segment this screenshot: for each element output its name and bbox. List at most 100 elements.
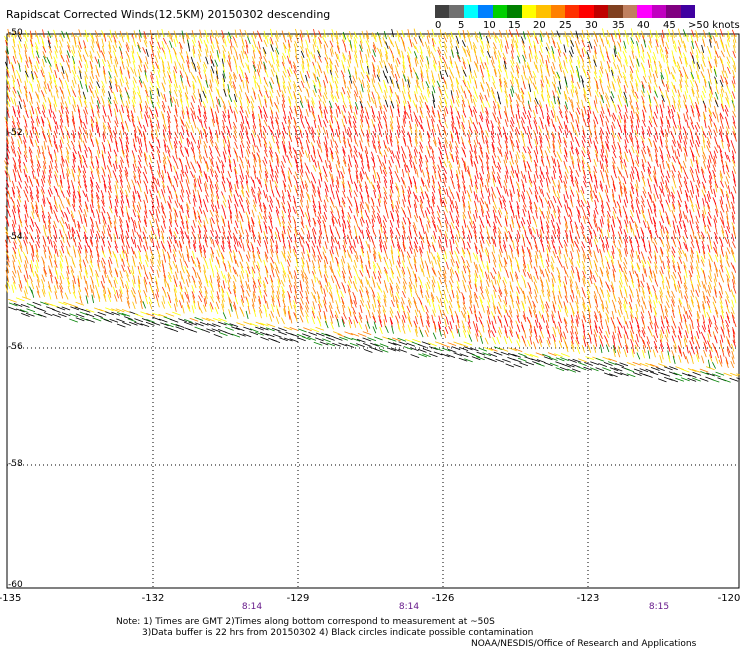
wind-barb — [67, 231, 71, 240]
legend-tick: 30 — [585, 20, 598, 31]
wind-barb — [466, 49, 471, 57]
wind-barb — [384, 84, 388, 93]
wind-barb — [209, 84, 213, 93]
wind-barb — [254, 80, 257, 89]
wind-barb — [533, 76, 537, 85]
wind-barb — [68, 223, 71, 233]
wind-barb — [256, 46, 261, 54]
wind-barb — [125, 148, 129, 158]
wind-barb — [637, 49, 641, 58]
wind-barb — [726, 34, 730, 42]
wind-barb — [551, 50, 555, 59]
wind-barb — [469, 94, 473, 104]
wind-barb — [166, 145, 171, 153]
wind-barb — [480, 197, 485, 205]
wind-barb — [676, 64, 681, 73]
wind-barb — [578, 73, 581, 83]
wind-barb — [173, 114, 178, 122]
wind-barb — [4, 35, 8, 43]
wind-barb — [469, 41, 473, 50]
wind-barb — [662, 225, 665, 234]
wind-barb — [156, 214, 160, 222]
wind-barb — [402, 55, 405, 64]
wind-barb — [107, 60, 111, 68]
wind-barb — [353, 31, 358, 39]
wind-barb — [312, 80, 317, 87]
wind-barb — [661, 94, 665, 102]
legend-swatch — [536, 5, 552, 18]
wind-barb — [427, 60, 430, 69]
wind-barb — [268, 204, 273, 213]
wind-barb — [397, 84, 401, 93]
wind-barb — [545, 75, 549, 84]
wind-barb — [714, 58, 718, 68]
wind-barb — [82, 54, 87, 62]
wind-barb — [426, 89, 430, 98]
wind-barb — [300, 209, 305, 218]
wind-barb — [442, 84, 446, 93]
wind-barb — [322, 95, 327, 103]
wind-barb — [114, 79, 118, 87]
wind-barb — [115, 103, 119, 113]
wind-barb — [108, 64, 112, 73]
wind-barb — [538, 125, 542, 133]
wind-barb — [578, 48, 581, 57]
wind-barb — [552, 40, 556, 49]
wind-barb — [562, 70, 566, 79]
wind-barb — [472, 109, 477, 118]
wind-barb — [263, 114, 268, 122]
wind-barb — [23, 168, 27, 178]
wind-barb — [35, 74, 39, 83]
wind-barb — [187, 186, 191, 195]
wind-barb — [622, 46, 627, 54]
wind-barb — [330, 46, 334, 55]
wind-barb — [420, 51, 424, 60]
wind-barb — [683, 44, 687, 53]
wind-barb — [642, 105, 647, 113]
wind-barb — [517, 110, 521, 119]
wind-barb — [324, 86, 327, 95]
wind-barb — [559, 61, 563, 70]
wind-barb — [151, 100, 155, 109]
wind-barb — [67, 96, 71, 105]
wind-barb — [240, 160, 244, 169]
wind-barb — [665, 55, 669, 63]
wind-barb — [479, 224, 483, 233]
wind-barb — [634, 91, 639, 99]
wind-barb — [378, 159, 383, 167]
wind-barb — [541, 171, 545, 180]
wind-barb — [704, 103, 707, 113]
wind-barb — [444, 31, 449, 40]
wind-barb — [348, 111, 352, 119]
wind-barb — [616, 119, 621, 128]
wind-barb — [624, 139, 628, 148]
wind-barb — [641, 140, 646, 149]
wind-barb — [619, 85, 622, 94]
wind-barb — [198, 206, 203, 214]
wind-barb — [349, 175, 353, 185]
wind-barb — [575, 111, 580, 119]
wind-barb — [179, 116, 183, 125]
wind-barb — [13, 98, 17, 107]
wind-barb — [444, 99, 448, 108]
wind-barb — [323, 44, 327, 53]
wind-barb — [666, 170, 670, 179]
wind-barb — [114, 175, 119, 183]
wind-barb — [553, 70, 557, 79]
wind-barb — [631, 105, 635, 114]
wind-barb — [629, 174, 633, 183]
wind-barb — [468, 64, 472, 73]
wind-barb — [679, 131, 683, 140]
wind-barb — [451, 95, 455, 104]
wind-barb — [396, 57, 401, 65]
wind-barb — [95, 116, 99, 125]
wind-barb — [515, 35, 519, 44]
wind-barb — [192, 84, 195, 94]
wind-barb — [540, 94, 545, 102]
wind-barb — [300, 227, 305, 235]
wind-barb — [499, 78, 502, 88]
wind-barb — [427, 110, 431, 119]
wind-barb — [336, 231, 341, 239]
wind-barb — [252, 64, 257, 72]
wind-barb — [271, 121, 274, 130]
